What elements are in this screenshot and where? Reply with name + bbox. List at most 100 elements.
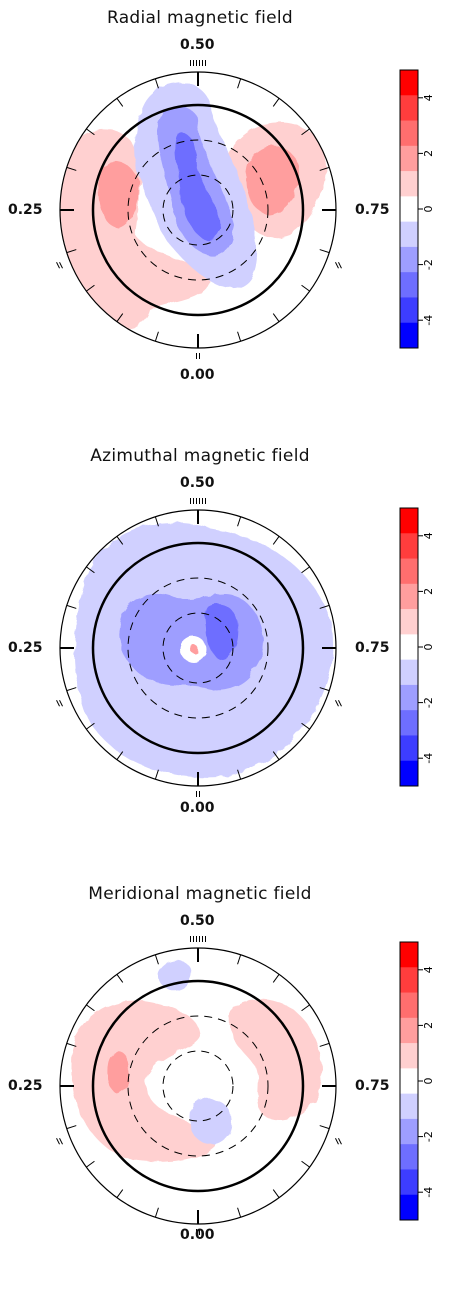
phase-hatch-mark (56, 261, 60, 269)
polar-map-meridional (56, 936, 342, 1235)
phase-label-right: 0.75 (355, 640, 390, 656)
colorbar-tick-label: -4 (422, 1187, 435, 1198)
phase-tick (66, 249, 77, 254)
chart-title: Azimuthal magnetic field (90, 446, 310, 466)
phase-hatch-mark (335, 699, 339, 707)
colorbar-level (400, 659, 418, 686)
phase-hatch-mark (338, 261, 342, 269)
phase-tick (66, 1042, 77, 1047)
colorbar-level (400, 609, 418, 635)
phase-label-top: 0.50 (180, 913, 215, 929)
phase-tick (154, 331, 159, 342)
positive-region (98, 161, 139, 228)
colorbar-level (400, 70, 418, 96)
colorbar-level (400, 760, 418, 787)
latitude-circle-dashed (162, 1050, 234, 1122)
phase-tick (319, 604, 330, 609)
latitude-circle-dashed (162, 612, 234, 684)
colorbar-level (400, 583, 418, 610)
colorbar-tick-label: 0 (422, 206, 435, 213)
phase-ticks (56, 498, 342, 797)
colorbar: 4 2 0 -2 -4 (399, 941, 435, 1221)
panel-azimuthal: Azimuthal magnetic field 0.50 0.25 0.75 … (0, 438, 468, 853)
phase-tick (272, 974, 280, 983)
phase-tick (319, 166, 330, 171)
colorbar: 4 2 0 -2 -4 (399, 69, 435, 349)
positive-region (106, 1051, 130, 1094)
colorbar-tick-label: 2 (422, 1022, 435, 1029)
phase-tick (116, 98, 124, 107)
colorbar-level (400, 942, 418, 968)
negative-region (188, 1098, 232, 1145)
colorbar-level (400, 1169, 418, 1196)
colorbar-level (400, 1017, 418, 1044)
phase-label-bottom: 0.00 (180, 367, 215, 383)
phase-tick (86, 1004, 95, 1012)
phase-hatch-mark (56, 1137, 60, 1145)
phase-tick (301, 128, 310, 136)
colorbar-tick-label: 0 (422, 644, 435, 651)
phase-hatch-mark (335, 261, 339, 269)
phase-tick (272, 313, 280, 322)
panel-meridional: Meridional magnetic field 0.50 0.25 0.75… (0, 876, 468, 1291)
latitude-circle-dashed (162, 174, 234, 246)
phase-tick (116, 536, 124, 545)
colorbar-level (400, 735, 418, 762)
phase-tick (66, 687, 77, 692)
latitude-circle-equator (91, 541, 305, 755)
positive-region (190, 645, 198, 653)
field-regions (60, 82, 326, 329)
phase-tick (66, 1125, 77, 1130)
chart-title: Radial magnetic field (106, 8, 294, 28)
phase-hatch-mark (335, 1137, 339, 1145)
phase-tick (66, 604, 77, 609)
colorbar-level (400, 322, 418, 349)
colorbar-level (400, 272, 418, 298)
polar-map-azimuthal (56, 498, 342, 797)
phase-tick (116, 1189, 124, 1198)
phase-hatch-mark (59, 261, 63, 269)
colorbar-level (400, 1068, 418, 1095)
phase-label-right: 0.75 (355, 202, 390, 218)
colorbar-level (400, 120, 418, 147)
phase-hatch-mark (338, 699, 342, 707)
colorbar-level (400, 508, 418, 534)
phase-tick (86, 722, 95, 730)
colorbar-tick-label: -2 (422, 259, 435, 270)
negative-region (175, 133, 221, 240)
phase-tick (116, 751, 124, 760)
colorbar-level (400, 967, 418, 994)
phase-hatch-mark (338, 1137, 342, 1145)
colorbar-tick-label: 2 (422, 588, 435, 595)
positive-region (72, 1000, 215, 1162)
phase-tick (301, 284, 310, 292)
colorbar-level (400, 1144, 418, 1170)
colorbar-level (400, 992, 418, 1019)
phase-label-left: 0.25 (8, 640, 43, 656)
latitude-circle-equator (91, 103, 305, 317)
colorbar-tick-label: 0 (422, 1078, 435, 1085)
phase-tick (272, 536, 280, 545)
phase-tick (154, 1207, 159, 1218)
colorbar-level (400, 297, 418, 324)
phase-label-left: 0.25 (8, 1078, 43, 1094)
phase-tick (154, 516, 159, 527)
phase-tick (154, 78, 159, 89)
polar-map-radial (56, 60, 342, 359)
colorbar-level (400, 533, 418, 560)
phase-tick (237, 78, 242, 89)
colorbar-tick-label: -4 (422, 315, 435, 326)
panel-radial: Radial magnetic field 0.50 0.25 0.75 0.0… (0, 0, 468, 415)
colorbar-tick-label: 4 (422, 532, 435, 539)
phase-tick (301, 1160, 310, 1168)
phase-hatch-mark (56, 699, 60, 707)
field-regions (74, 522, 334, 778)
colorbar-tick-label: 4 (422, 966, 435, 973)
colorbar-level (400, 634, 418, 661)
colorbar-level (400, 1093, 418, 1120)
positive-region (246, 146, 300, 215)
phase-tick (237, 1207, 242, 1218)
colorbar-tick-label: -4 (422, 753, 435, 764)
latitude-circle-dashed (127, 1015, 269, 1157)
phase-tick (116, 974, 124, 983)
